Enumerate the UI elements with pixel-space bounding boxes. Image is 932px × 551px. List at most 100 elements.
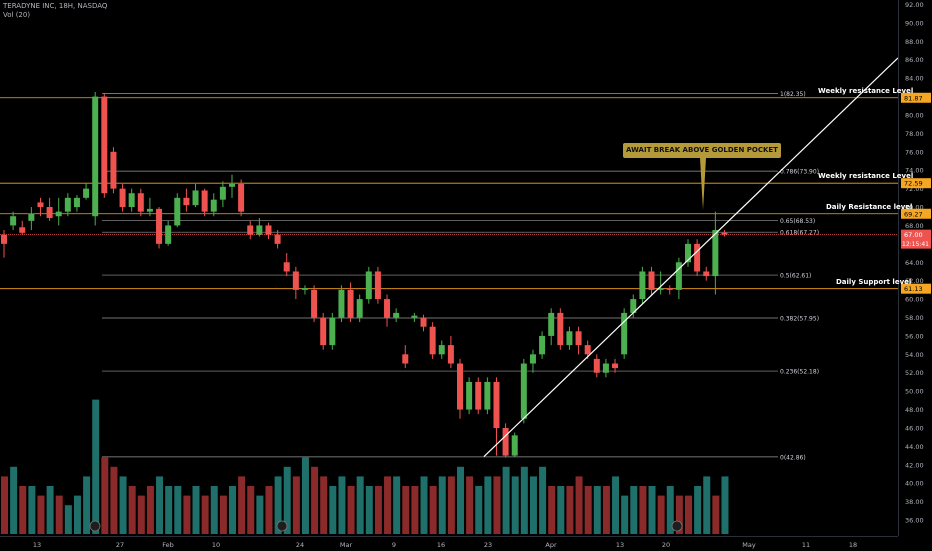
volume-bar xyxy=(1,476,8,534)
candle-body xyxy=(666,288,673,290)
candle-body xyxy=(229,184,235,187)
candle-body xyxy=(557,312,564,346)
volume-indicator-label: Vol (20) xyxy=(3,11,31,19)
candle-body xyxy=(712,230,719,277)
fib-level-label: 0.618(67.27) xyxy=(780,230,819,237)
time-axis[interactable]: 13 27 Feb 10 24 Mar 9 16 23 Apr 13 20 May 11 18 xyxy=(0,536,898,551)
time-tick-label: Apr xyxy=(545,541,557,549)
candle-body xyxy=(703,271,710,277)
volume-bar xyxy=(229,486,236,534)
candle-body xyxy=(146,208,153,212)
volume-bar xyxy=(457,466,464,534)
candle-body xyxy=(247,225,254,235)
level-price-badge-text: 69.27 xyxy=(904,210,923,218)
candle-body xyxy=(365,271,372,300)
price-tick-label: 46.00 xyxy=(905,424,924,432)
candle-body xyxy=(301,288,308,290)
candle-body xyxy=(347,289,354,318)
volume-bar xyxy=(566,486,574,534)
price-tick-label: 76.00 xyxy=(905,148,924,156)
candle-body xyxy=(511,435,518,456)
candle-body xyxy=(283,262,290,272)
candle-body xyxy=(10,216,17,226)
time-tick-label: 9 xyxy=(392,541,396,549)
earnings-marker-icon xyxy=(89,520,101,532)
price-tick-label: 52.00 xyxy=(905,369,924,377)
volume-bar xyxy=(703,476,711,534)
volume-bar xyxy=(356,476,364,534)
weekly-resistance-label-1: Weekly resistance Level xyxy=(818,87,914,95)
level-price-badge-text: 72.59 xyxy=(904,180,923,188)
volume-bar xyxy=(657,495,665,534)
volume-bar xyxy=(402,486,410,534)
volume-bar xyxy=(630,486,638,534)
fib-level-label: 0.382(57.95) xyxy=(780,315,819,322)
volume-bar xyxy=(639,486,647,534)
candle-body xyxy=(529,354,536,364)
volume-bar xyxy=(529,476,537,534)
time-tick-label: 20 xyxy=(662,541,670,549)
countdown-text: 12:15:41 xyxy=(902,241,929,248)
candle-body xyxy=(685,243,691,263)
price-tick-label: 88.00 xyxy=(905,38,924,46)
volume-bar xyxy=(338,476,346,534)
candle-body xyxy=(593,358,600,373)
candle-body xyxy=(466,381,473,410)
price-tick-label: 84.00 xyxy=(905,75,924,83)
candle-body xyxy=(447,345,454,364)
daily-support-label: Daily Support level xyxy=(836,278,912,286)
price-tick-label: 44.00 xyxy=(905,443,924,451)
price-tick-label: 86.00 xyxy=(905,56,924,64)
volume-bar xyxy=(219,495,227,534)
candle-body xyxy=(128,193,135,208)
price-tick-label: 54.00 xyxy=(905,351,924,359)
volume-bar xyxy=(247,486,255,534)
price-axis[interactable]: 36.00 38.00 40.00 42.00 44.00 46.00 48.00 50.00… xyxy=(898,0,932,536)
candle-body xyxy=(37,202,44,208)
candle-body xyxy=(584,345,591,355)
callout-pointer xyxy=(700,158,706,210)
weekly-resistance-label-2: Weekly resistance Level xyxy=(818,172,914,180)
candle-body xyxy=(55,211,62,217)
candle-body xyxy=(265,225,272,235)
fib-level-label: 0.236(52.18) xyxy=(780,369,819,376)
candle-body xyxy=(539,335,546,355)
candle-body xyxy=(612,363,619,369)
time-tick-label: 16 xyxy=(437,541,445,549)
candle-body xyxy=(457,363,463,410)
volume-bar xyxy=(447,476,455,534)
candle-body xyxy=(356,299,363,318)
level-price-badge-text: 81.87 xyxy=(904,94,923,102)
level-price-badge xyxy=(901,283,931,294)
volume-bar xyxy=(393,476,401,534)
volume-bar xyxy=(64,505,72,534)
candle-body xyxy=(675,262,682,290)
volume-bar xyxy=(238,476,246,534)
candle-body xyxy=(602,363,609,373)
price-tick-label: 36.00 xyxy=(905,517,924,525)
candle-body xyxy=(292,271,299,290)
volume-bar xyxy=(648,486,656,534)
volume-bar xyxy=(420,476,428,534)
volume-bar xyxy=(83,476,91,534)
candle-body xyxy=(156,208,163,244)
time-tick-label: Mar xyxy=(340,541,353,549)
candle-body xyxy=(566,331,573,346)
price-chart[interactable]: 1(82.35) 0.786(73.90) 0.65(68.53) 0.618(67.… xyxy=(0,0,898,536)
volume-bar xyxy=(55,495,63,534)
earnings-marker-icon xyxy=(276,520,288,532)
volume-bar xyxy=(156,476,164,534)
candle-body xyxy=(520,363,527,419)
candle-body xyxy=(721,232,728,235)
candle-body xyxy=(493,381,500,428)
symbol-title: TERADYNE INC, 18H, NASDAQ xyxy=(3,2,108,10)
volume-bar xyxy=(137,495,145,534)
volume-bar xyxy=(666,486,674,534)
candle-body xyxy=(174,197,181,226)
volume-bar xyxy=(192,486,200,534)
price-tick-label: 38.00 xyxy=(905,498,924,506)
volume-bar xyxy=(10,466,18,534)
time-tick-label: May xyxy=(742,541,756,549)
volume-bar xyxy=(584,486,592,534)
volume-bar xyxy=(429,486,437,534)
